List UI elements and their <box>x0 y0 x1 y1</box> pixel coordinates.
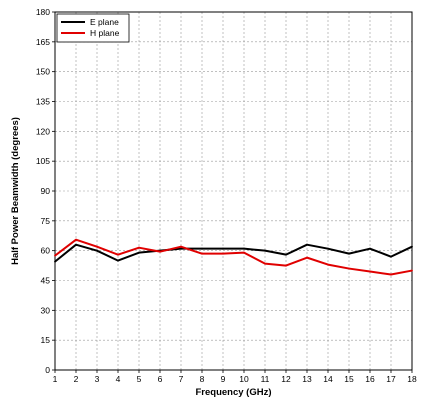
data-point-e-plane <box>390 255 392 258</box>
legend-box <box>56 13 130 43</box>
data-point-h-plane <box>327 263 329 266</box>
x-tick-label: 8 <box>200 374 205 384</box>
x-tick-label: 7 <box>179 374 184 384</box>
x-tick-label: 14 <box>323 374 333 384</box>
y-tick-label: 45 <box>41 276 51 286</box>
x-tick-label: 13 <box>302 374 312 384</box>
x-tick-label: 17 <box>386 374 396 384</box>
y-tick-label: 60 <box>41 246 51 256</box>
x-tick-label: 12 <box>281 374 291 384</box>
data-point-h-plane <box>348 267 350 270</box>
series <box>54 238 413 276</box>
data-point-e-plane <box>243 247 245 250</box>
grid <box>54 11 413 371</box>
data-point-h-plane <box>306 256 308 259</box>
legend-label-h-plane: H plane <box>90 28 120 38</box>
y-tick-label: 120 <box>36 126 50 136</box>
data-point-h-plane <box>222 252 224 255</box>
data-point-h-plane <box>243 251 245 254</box>
y-tick-label: 30 <box>41 305 51 315</box>
y-tick-label: 165 <box>36 37 50 47</box>
x-tick-label: 2 <box>74 374 79 384</box>
y-tick-label: 135 <box>36 97 50 107</box>
x-axis-ticks: 1 2 3 4 5 6 7 8 9 10 11 12 13 14 15 16 17 18 <box>53 370 417 384</box>
data-point-h-plane <box>96 245 98 248</box>
legend: E plane H plane <box>56 13 130 43</box>
x-tick-label: 18 <box>407 374 417 384</box>
data-point-h-plane <box>159 250 161 253</box>
y-tick-label: 15 <box>41 335 51 345</box>
y-axis-title: Half Power Beamwidth (degrees) <box>10 117 21 265</box>
x-tick-label: 9 <box>221 374 226 384</box>
x-tick-label: 6 <box>158 374 163 384</box>
data-point-h-plane <box>411 269 413 272</box>
x-tick-label: 3 <box>95 374 100 384</box>
y-tick-label: 0 <box>45 365 50 375</box>
data-point-e-plane <box>96 249 98 252</box>
x-tick-label: 11 <box>261 374 270 384</box>
y-axis-ticks: 0 15 30 45 60 75 90 105 120 135 150 165 180 <box>36 7 55 375</box>
data-point-h-plane <box>180 245 182 248</box>
legend-label-e-plane: E plane <box>90 17 119 27</box>
data-point-e-plane <box>411 245 413 248</box>
x-tick-label: 15 <box>344 374 354 384</box>
data-point-e-plane <box>264 249 266 252</box>
data-point-e-plane <box>285 253 287 256</box>
data-point-e-plane <box>222 247 224 250</box>
data-point-h-plane <box>285 264 287 267</box>
data-point-h-plane <box>117 253 119 256</box>
y-tick-label: 75 <box>41 216 51 226</box>
data-point-e-plane <box>306 243 308 246</box>
x-axis-title: Frequency (GHz) <box>195 387 271 398</box>
data-point-h-plane <box>264 262 266 265</box>
series-line-e-plane <box>54 243 413 263</box>
series-line-h-plane <box>54 238 413 276</box>
data-point-e-plane <box>117 259 119 262</box>
data-point-e-plane <box>348 252 350 255</box>
data-point-e-plane <box>180 247 182 250</box>
data-point-e-plane <box>75 243 77 246</box>
data-point-h-plane <box>390 273 392 276</box>
data-point-e-plane <box>138 251 140 254</box>
data-point-h-plane <box>369 270 371 273</box>
data-point-h-plane <box>54 254 56 257</box>
data-point-h-plane <box>201 252 203 255</box>
x-tick-label: 16 <box>365 374 375 384</box>
data-point-h-plane <box>75 238 77 241</box>
y-tick-label: 90 <box>41 186 51 196</box>
x-tick-label: 10 <box>239 374 249 384</box>
data-point-e-plane <box>201 247 203 250</box>
data-point-e-plane <box>54 260 56 263</box>
data-point-e-plane <box>369 247 371 250</box>
data-point-h-plane <box>138 246 140 249</box>
x-tick-label: 4 <box>116 374 121 384</box>
y-tick-label: 180 <box>36 7 50 17</box>
x-tick-label: 1 <box>53 374 58 384</box>
data-point-e-plane <box>327 247 329 250</box>
x-tick-label: 5 <box>137 374 142 384</box>
y-tick-label: 105 <box>36 156 50 166</box>
y-tick-label: 150 <box>36 67 50 77</box>
